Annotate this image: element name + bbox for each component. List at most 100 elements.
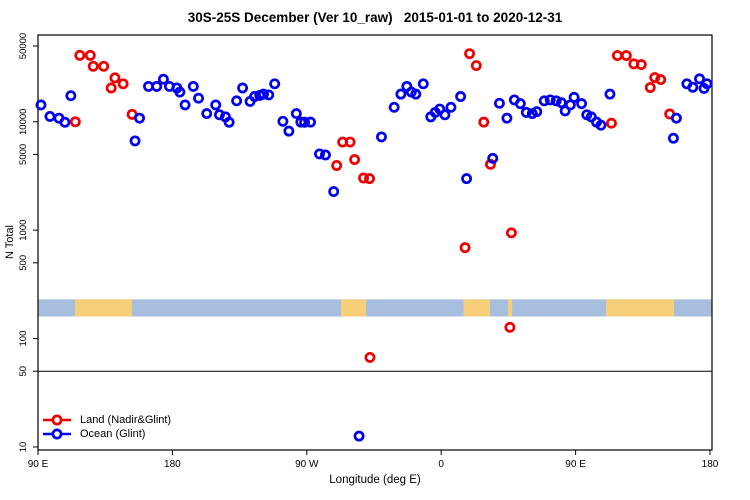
data-point-ocean: [231, 95, 243, 107]
data-point-land: [644, 82, 656, 93]
data-point-land: [69, 116, 81, 128]
data-point-ocean: [213, 109, 225, 121]
data-point-ocean: [223, 116, 235, 128]
legend-label-land: Land (Nadir&Glint): [80, 414, 172, 426]
data-point-land: [358, 172, 369, 184]
legend-label-ocean: Ocean (Glint): [80, 428, 146, 440]
data-point-ocean: [493, 97, 505, 109]
data-point-ocean: [129, 135, 141, 147]
data-point-land: [331, 160, 343, 171]
data-point-land: [611, 50, 623, 62]
data-point-ocean: [193, 92, 204, 104]
coast-band-land: [463, 299, 491, 317]
coast-band-land: [508, 299, 513, 317]
data-point-ocean: [44, 110, 56, 122]
data-point-land: [464, 48, 476, 60]
y-tick-label: 5000: [18, 144, 29, 165]
data-point-land: [87, 60, 99, 72]
data-point-land: [470, 60, 482, 72]
data-point-ocean: [501, 112, 513, 124]
x-tick-label: 0: [438, 459, 444, 470]
data-point-land: [459, 242, 471, 254]
data-point-ocean: [290, 108, 302, 120]
data-point-land: [478, 116, 490, 128]
data-point-land: [109, 72, 121, 84]
data-point-ocean: [514, 98, 526, 110]
data-point-ocean: [694, 73, 705, 85]
data-point-ocean: [353, 430, 365, 442]
y-tick-label: 1000: [18, 220, 29, 241]
data-point-ocean: [328, 186, 340, 198]
data-point-ocean: [305, 116, 316, 128]
data-point-land: [505, 227, 517, 239]
data-point-ocean: [283, 125, 295, 137]
data-point-ocean: [201, 108, 213, 120]
data-point-ocean: [320, 149, 331, 161]
legend: Land (Nadir&Glint) Ocean (Glint): [42, 413, 171, 441]
data-point-ocean: [174, 86, 186, 98]
data-point-ocean: [258, 88, 269, 100]
data-point-ocean: [538, 95, 550, 107]
data-point-ocean: [388, 101, 400, 113]
plot-box: [37, 34, 713, 451]
data-point-land: [364, 351, 376, 363]
x-tick-label: 90 W: [295, 459, 319, 470]
coast-band-land: [75, 299, 132, 317]
x-tick-label: 180: [702, 459, 719, 470]
data-point-ocean: [434, 103, 446, 115]
y-tick-label: 10000: [18, 109, 29, 135]
data-point-ocean: [576, 98, 588, 110]
data-point-ocean: [445, 101, 457, 113]
data-point-ocean: [157, 73, 169, 85]
data-point-ocean: [151, 80, 163, 92]
data-point-ocean: [455, 91, 467, 102]
data-point-ocean: [59, 116, 71, 128]
chart-title: 30S-25S December (Ver 10_raw) 2015-01-01…: [187, 10, 563, 25]
data-point-ocean: [667, 132, 679, 144]
data-point-ocean: [701, 78, 713, 90]
legend-item-ocean: Ocean (Glint): [42, 427, 171, 441]
data-point-land: [620, 50, 632, 62]
x-tick-label: 90 E: [565, 459, 586, 470]
x-tick-label: 180: [164, 459, 181, 470]
data-point-ocean: [35, 99, 47, 111]
data-point-ocean: [439, 109, 451, 121]
data-point-ocean: [299, 116, 311, 128]
data-point-ocean: [210, 99, 222, 111]
data-point-land: [605, 117, 617, 129]
data-point-land: [117, 78, 129, 90]
data-point-land: [98, 60, 110, 72]
data-point-land: [84, 49, 96, 61]
data-point-ocean: [461, 173, 473, 185]
data-point-ocean: [314, 148, 325, 160]
y-tick-label: 100: [18, 331, 29, 347]
data-point-ocean: [395, 88, 407, 100]
data-point-ocean: [550, 95, 562, 107]
data-point-land: [504, 321, 516, 333]
data-point-land: [74, 49, 86, 61]
land-marker-icon: [43, 414, 71, 426]
data-point-land: [364, 173, 375, 185]
data-point-land: [344, 136, 356, 148]
data-point-ocean: [487, 152, 499, 164]
data-point-ocean: [187, 80, 199, 92]
data-point-ocean: [134, 112, 145, 124]
data-point-ocean: [263, 89, 275, 101]
y-tick-label: 50000: [18, 33, 29, 59]
data-point-ocean: [559, 105, 571, 117]
x-tick-label: 90 E: [28, 459, 49, 470]
data-point-ocean: [544, 94, 556, 106]
data-point-land: [655, 74, 667, 86]
data-point-land: [349, 154, 361, 166]
y-tick-label: 500: [18, 255, 29, 271]
data-point-ocean: [595, 119, 607, 131]
data-point-ocean: [604, 88, 616, 100]
y-tick-label: 10: [18, 442, 29, 453]
data-point-ocean: [237, 82, 249, 94]
data-point-ocean: [65, 90, 77, 102]
data-point-ocean: [277, 115, 289, 127]
data-point-ocean: [179, 99, 191, 111]
data-point-ocean: [670, 112, 682, 124]
